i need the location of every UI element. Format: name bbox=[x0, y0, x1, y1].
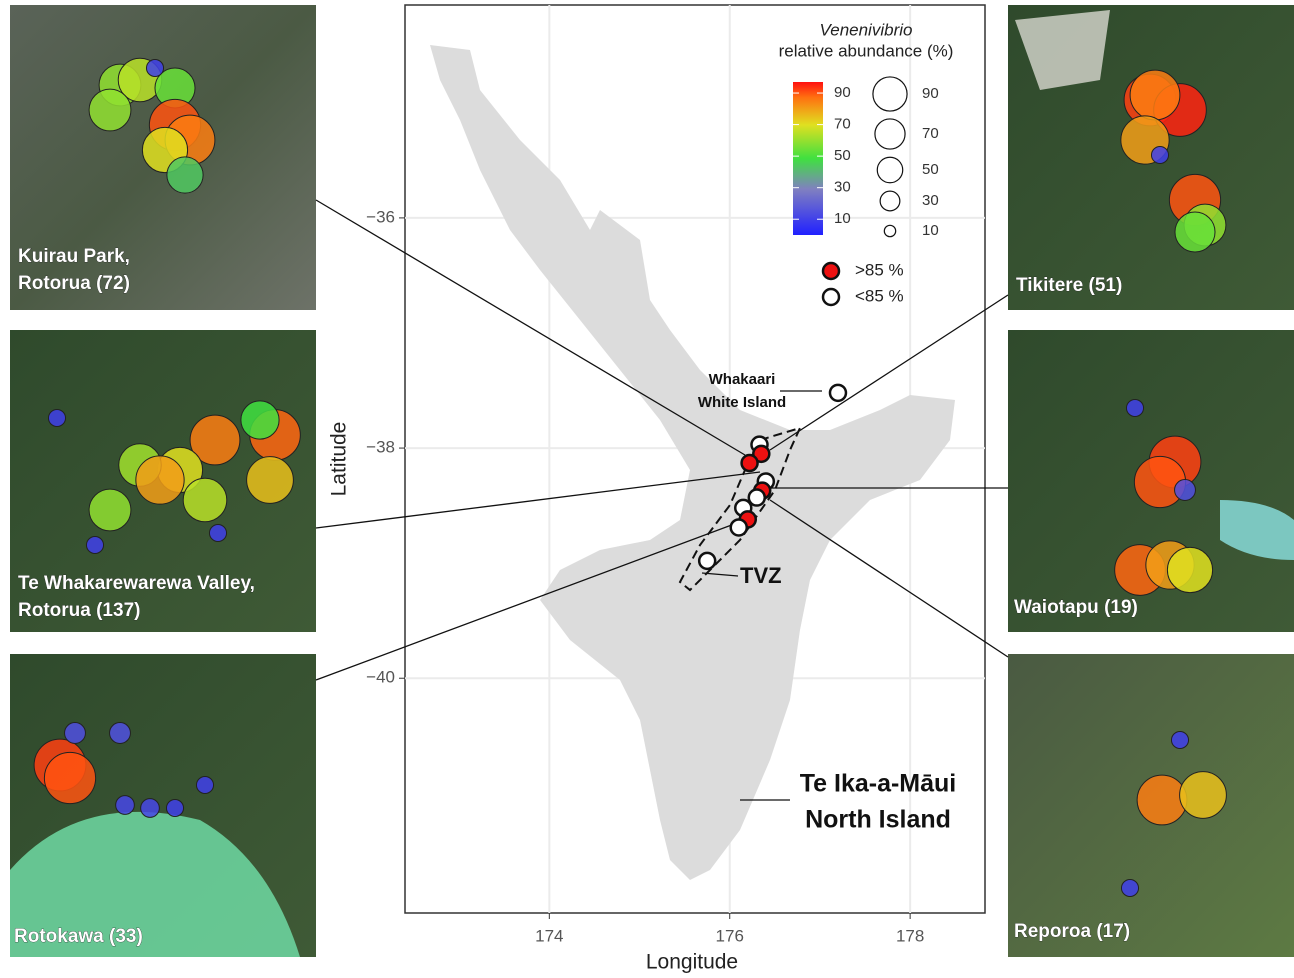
inset-point bbox=[86, 536, 103, 553]
inset-point bbox=[1130, 70, 1180, 120]
size-key bbox=[873, 77, 907, 111]
inset-point bbox=[1151, 146, 1168, 163]
legend-key bbox=[823, 289, 839, 305]
inset-point bbox=[146, 59, 163, 76]
size-label: 70 bbox=[922, 125, 939, 142]
inset-point bbox=[116, 796, 135, 815]
y-tick-label: −40 bbox=[366, 668, 395, 687]
size-label: 10 bbox=[922, 222, 939, 239]
x-tick-label: 176 bbox=[716, 926, 744, 945]
y-tick-label: −36 bbox=[366, 207, 395, 226]
colorbar-label: 50 bbox=[834, 147, 851, 164]
legend-key bbox=[823, 263, 839, 279]
legend-label: >85 % bbox=[855, 260, 904, 279]
annotation: Te Ika-a-Māui bbox=[800, 770, 957, 798]
colorbar bbox=[793, 82, 823, 235]
inset-point bbox=[1171, 731, 1188, 748]
size-key bbox=[880, 191, 900, 211]
legend-title: Venenivibrio bbox=[820, 20, 913, 39]
inset-label: Kuirau Park, bbox=[18, 246, 130, 267]
inset-label: Reporoa (17) bbox=[1014, 921, 1130, 942]
x-axis-label: Longitude bbox=[646, 951, 738, 974]
inset-point bbox=[1175, 212, 1215, 252]
inset-label: Rotorua (137) bbox=[18, 600, 140, 621]
inset-point bbox=[247, 457, 294, 504]
size-label: 90 bbox=[922, 85, 939, 102]
figure: 174 176 178 −36 −38 −40 10 30 50 70 90 10 30 50 70 90 Ku… bbox=[0, 0, 1294, 978]
inset-label: Te Whakarewarewa Valley, bbox=[18, 573, 255, 594]
x-tick-label: 174 bbox=[535, 926, 563, 945]
inset-point bbox=[209, 524, 226, 541]
annotation: White Island bbox=[698, 394, 786, 411]
y-tick-label: −38 bbox=[366, 438, 395, 457]
legend-label: <85 % bbox=[855, 286, 904, 305]
size-key bbox=[884, 225, 895, 236]
inset-point bbox=[167, 157, 203, 193]
inset-point bbox=[196, 776, 213, 793]
annotation: TVZ bbox=[740, 563, 782, 588]
inset-point bbox=[1121, 879, 1138, 896]
inset-point bbox=[183, 478, 227, 522]
site-marker bbox=[699, 553, 715, 569]
inset-label: Rotokawa (33) bbox=[14, 926, 143, 947]
legend-title: relative abundance (%) bbox=[779, 41, 954, 60]
colorbar-label: 10 bbox=[834, 210, 851, 227]
inset-label: Waiotapu (19) bbox=[1014, 597, 1138, 618]
size-key bbox=[875, 119, 905, 149]
inset-label: Rotorua (72) bbox=[18, 273, 130, 294]
colorbar-label: 30 bbox=[834, 179, 851, 196]
inset-point bbox=[136, 456, 184, 504]
inset-point bbox=[241, 401, 279, 439]
inset-point bbox=[1137, 775, 1187, 825]
inset-point bbox=[166, 799, 183, 816]
annotation: Whakaari bbox=[709, 371, 776, 388]
x-tick-label: 178 bbox=[896, 926, 924, 945]
inset-point bbox=[141, 799, 160, 818]
inset-point bbox=[89, 489, 131, 531]
inset-point bbox=[44, 752, 95, 803]
inset-point bbox=[65, 723, 86, 744]
size-key bbox=[877, 157, 902, 182]
site-marker bbox=[731, 519, 747, 535]
size-label: 30 bbox=[922, 192, 939, 209]
site-marker bbox=[830, 385, 846, 401]
site-marker bbox=[742, 455, 758, 471]
inset-label: Tikitere (51) bbox=[1016, 275, 1122, 296]
annotation: North Island bbox=[805, 806, 951, 834]
inset-point bbox=[1126, 399, 1143, 416]
colorbar-label: 70 bbox=[834, 116, 851, 133]
inset-point bbox=[1175, 480, 1196, 501]
inset-point bbox=[1180, 772, 1227, 819]
inset-point bbox=[48, 409, 65, 426]
inset-point bbox=[89, 89, 131, 131]
y-axis-label: Latitude bbox=[328, 422, 351, 497]
size-label: 50 bbox=[922, 161, 939, 178]
inset-point bbox=[1167, 547, 1212, 592]
colorbar-label: 90 bbox=[834, 84, 851, 101]
inset-point bbox=[110, 723, 131, 744]
